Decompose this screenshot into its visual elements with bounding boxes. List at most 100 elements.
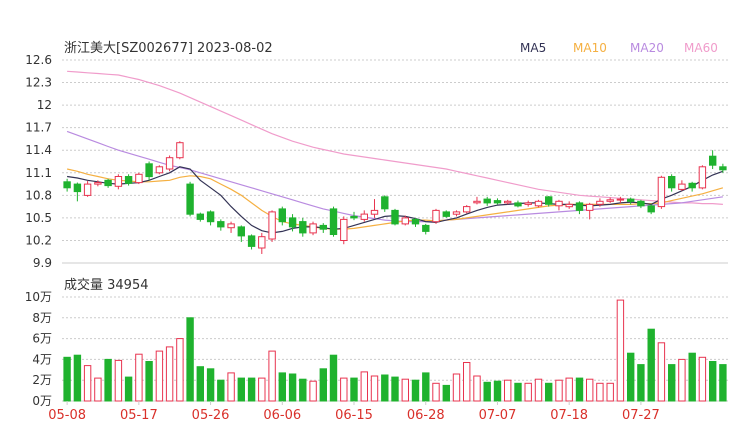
volume-bar — [411, 379, 420, 402]
candle-body — [258, 236, 266, 249]
candle — [124, 174, 133, 186]
candle — [145, 161, 153, 181]
ma-line-ma60 — [67, 70, 723, 205]
volume-bar — [206, 368, 215, 402]
candle-body — [268, 211, 276, 240]
candle — [391, 208, 399, 226]
candle — [565, 201, 573, 209]
candle-body — [698, 166, 707, 189]
volume-bar — [493, 380, 502, 402]
candle — [370, 199, 379, 218]
candle — [698, 165, 707, 190]
candle-body — [299, 221, 307, 234]
candle — [63, 178, 71, 192]
volume-bar — [627, 352, 635, 402]
candle-body — [524, 202, 532, 205]
volume-bar — [483, 381, 491, 402]
candle — [422, 223, 430, 235]
candle-body — [606, 199, 614, 202]
candle — [616, 196, 625, 203]
volume-bar — [340, 377, 348, 402]
candle-body — [586, 203, 594, 211]
legend-ma10: MA10 — [573, 41, 607, 55]
candle-body — [534, 200, 543, 207]
candle — [432, 208, 440, 224]
candle — [247, 234, 256, 250]
volume-bar — [719, 364, 727, 402]
volume-bar — [637, 364, 645, 402]
candle-body — [719, 166, 727, 171]
candle — [709, 150, 717, 170]
candle-body — [442, 211, 451, 217]
volume-bar — [452, 373, 461, 402]
price-y-tick-label: 11.7 — [25, 121, 52, 135]
candle-body — [196, 213, 205, 220]
candle — [586, 202, 594, 220]
candle — [155, 165, 164, 175]
candle — [524, 200, 532, 207]
candle — [545, 196, 553, 207]
candle-body — [114, 176, 123, 187]
candle — [442, 210, 451, 218]
candle-body — [186, 183, 194, 215]
volume-bar — [575, 377, 584, 402]
volume-bar — [196, 366, 205, 402]
candle — [596, 198, 604, 207]
ma-line-ma20 — [66, 130, 723, 223]
candle-body — [596, 200, 604, 205]
volume-bar — [586, 378, 594, 402]
volume-bar — [350, 377, 358, 402]
candle-body — [73, 183, 82, 193]
date-tick-label: 05-17 — [120, 408, 158, 423]
candle-body — [278, 208, 287, 223]
candle-body — [83, 183, 92, 196]
candle-body — [391, 209, 399, 225]
price-y-tick-label: 12.3 — [25, 76, 52, 90]
volume-y-tick-label: 4万 — [32, 352, 52, 366]
candle-body — [124, 176, 133, 184]
candle-body — [709, 155, 717, 166]
legend-ma20: MA20 — [630, 41, 664, 55]
candle — [176, 141, 184, 160]
candle — [504, 199, 512, 205]
volume-bar — [63, 356, 71, 402]
price-y-tick-label: 12 — [37, 98, 52, 112]
volume-bars — [63, 299, 727, 402]
volume-bar — [668, 364, 676, 402]
candle — [83, 181, 92, 197]
candle-body — [360, 213, 369, 220]
candle — [483, 196, 491, 206]
volume-label: 成交量 34954 — [64, 277, 149, 293]
candle — [637, 199, 645, 209]
price-y-tick-label: 11.4 — [25, 143, 52, 157]
candle-body — [309, 223, 317, 234]
candle-body — [135, 173, 143, 184]
candle — [452, 210, 461, 217]
candle-body — [145, 163, 153, 178]
candle — [555, 199, 563, 211]
volume-bar — [83, 365, 92, 402]
volume-bar — [360, 371, 369, 402]
candle-body — [63, 181, 71, 189]
volume-bar — [463, 362, 471, 402]
volume-bar — [176, 338, 184, 402]
volume-bar — [565, 377, 573, 402]
candle-body — [206, 211, 215, 223]
candle — [678, 180, 686, 191]
volume-bar — [504, 379, 512, 402]
candle-body — [545, 196, 553, 205]
candle-body — [422, 224, 430, 232]
candle-body — [155, 166, 164, 174]
volume-bar — [217, 379, 225, 402]
volume-bar — [545, 382, 553, 402]
candle-body — [463, 206, 471, 213]
legend-ma5: MA5 — [520, 41, 546, 55]
candle-body — [688, 182, 696, 189]
candle — [217, 219, 225, 231]
candle-body — [319, 224, 328, 230]
candle — [534, 199, 543, 208]
volume-bar — [616, 299, 625, 402]
price-y-tick-label: 12.6 — [25, 53, 52, 67]
candle-body — [432, 209, 440, 223]
candle — [329, 206, 338, 237]
